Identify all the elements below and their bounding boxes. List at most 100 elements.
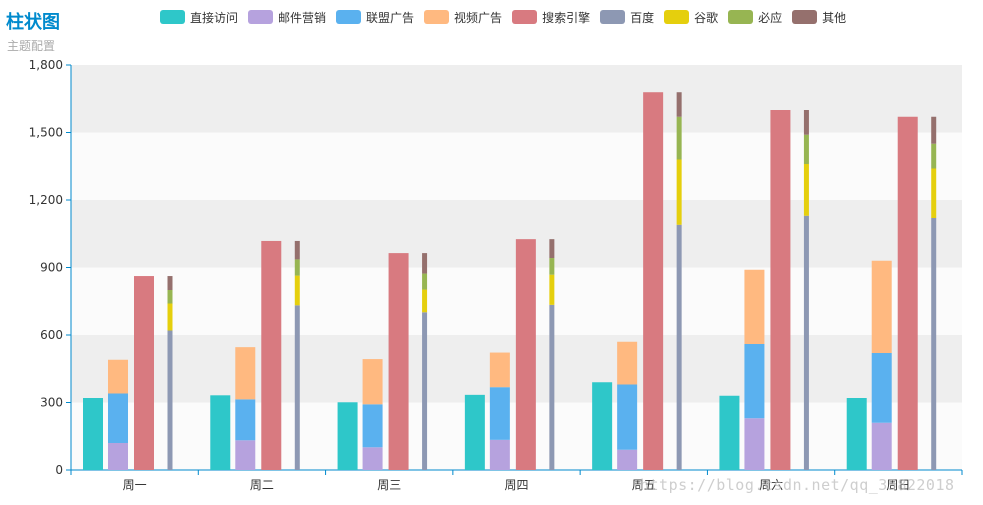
y-tick-label: 600 bbox=[40, 328, 63, 342]
bar bbox=[931, 168, 937, 218]
legend-item[interactable]: 视频广告 bbox=[424, 9, 502, 26]
bar bbox=[294, 305, 300, 470]
bar bbox=[83, 398, 103, 470]
bar bbox=[871, 260, 892, 353]
bar bbox=[489, 387, 510, 440]
y-tick-label: 1,500 bbox=[29, 126, 63, 140]
x-tick-label: 周三 bbox=[377, 478, 401, 492]
bar bbox=[871, 422, 892, 470]
grid-band bbox=[71, 65, 962, 133]
bar bbox=[676, 224, 682, 470]
bar bbox=[515, 239, 536, 470]
bar bbox=[489, 439, 510, 470]
bar bbox=[871, 353, 892, 423]
legend-item[interactable]: 邮件营销 bbox=[248, 9, 326, 26]
legend-swatch-icon bbox=[336, 10, 362, 24]
bar bbox=[803, 110, 809, 135]
bar bbox=[388, 253, 409, 470]
y-tick-label: 1,200 bbox=[29, 193, 63, 207]
bar bbox=[235, 347, 256, 400]
bar bbox=[770, 110, 791, 470]
legend-swatch-icon bbox=[248, 10, 274, 24]
legend-label: 直接访问 bbox=[190, 10, 239, 25]
bar bbox=[931, 143, 937, 169]
bar bbox=[719, 395, 740, 470]
legend-label: 必应 bbox=[758, 10, 783, 25]
chart-subtitle: 主题配置 bbox=[7, 39, 56, 53]
bar bbox=[134, 276, 154, 470]
bar bbox=[422, 289, 428, 313]
legend-swatch-icon bbox=[728, 10, 754, 24]
bar bbox=[167, 330, 173, 470]
bar bbox=[362, 404, 383, 448]
bar bbox=[489, 352, 510, 388]
bar bbox=[294, 259, 300, 276]
bar bbox=[744, 418, 765, 470]
bar bbox=[803, 134, 809, 164]
bar bbox=[167, 290, 173, 304]
bar bbox=[803, 215, 809, 470]
legend-swatch-icon bbox=[512, 10, 538, 24]
legend-label: 联盟广告 bbox=[366, 10, 415, 25]
bar bbox=[549, 274, 555, 305]
bar bbox=[676, 159, 682, 225]
legend-label: 邮件营销 bbox=[278, 10, 327, 25]
x-tick-label: 周四 bbox=[504, 478, 528, 492]
bar bbox=[167, 303, 173, 331]
legend-item[interactable]: 联盟广告 bbox=[336, 9, 414, 26]
bar bbox=[549, 239, 555, 259]
bar bbox=[362, 359, 383, 405]
chart-legend: 直接访问 邮件营销 联盟广告 视频广告 搜索引擎 百度 谷歌 必应 其他 bbox=[160, 8, 856, 26]
bar bbox=[108, 443, 128, 470]
y-tick-label: 0 bbox=[55, 463, 63, 477]
legend-label: 百度 bbox=[630, 10, 655, 25]
bar bbox=[422, 273, 428, 290]
x-tick-label: 周六 bbox=[759, 478, 783, 492]
legend-item[interactable]: 搜索引擎 bbox=[512, 9, 590, 26]
chart-title: 柱状图 bbox=[6, 12, 60, 33]
bar bbox=[549, 258, 555, 275]
x-tick-label: 周五 bbox=[632, 478, 656, 492]
legend-label: 视频广告 bbox=[454, 10, 503, 25]
bar bbox=[549, 304, 555, 470]
bar bbox=[897, 116, 918, 470]
bar bbox=[846, 398, 867, 470]
bar bbox=[422, 253, 428, 274]
bar bbox=[235, 440, 256, 470]
legend-swatch-icon bbox=[424, 10, 450, 24]
bar bbox=[294, 275, 300, 306]
y-tick-label: 300 bbox=[40, 396, 63, 410]
bar bbox=[676, 92, 682, 117]
x-tick-label: 周二 bbox=[250, 478, 274, 492]
legend-item[interactable]: 必应 bbox=[728, 9, 782, 26]
bar bbox=[617, 384, 638, 450]
bar bbox=[167, 276, 173, 290]
legend-swatch-icon bbox=[792, 10, 818, 24]
bar bbox=[803, 164, 809, 216]
bar bbox=[210, 395, 231, 470]
x-tick-label: 周一 bbox=[123, 478, 147, 492]
bar bbox=[362, 447, 383, 470]
x-tick-label: 周日 bbox=[886, 478, 910, 492]
y-tick-label: 1,800 bbox=[29, 58, 63, 72]
bar bbox=[108, 393, 128, 443]
legend-item[interactable]: 直接访问 bbox=[160, 9, 238, 26]
grid-band bbox=[71, 132, 962, 200]
legend-swatch-icon bbox=[664, 10, 690, 24]
bar bbox=[617, 449, 638, 470]
bar bbox=[617, 341, 638, 385]
bar bbox=[235, 399, 256, 441]
bar bbox=[643, 92, 664, 470]
bar bbox=[337, 402, 358, 470]
legend-item[interactable]: 百度 bbox=[600, 9, 654, 26]
bar bbox=[676, 116, 682, 160]
watermark-text: https://blog.csdn.net/qq_35822018 bbox=[640, 476, 955, 494]
legend-swatch-icon bbox=[160, 10, 185, 24]
bar bbox=[294, 240, 300, 260]
bar bbox=[931, 218, 937, 470]
legend-item[interactable]: 其他 bbox=[792, 9, 846, 26]
bar bbox=[261, 240, 282, 470]
legend-label: 谷歌 bbox=[694, 10, 719, 25]
bar bbox=[464, 394, 485, 470]
legend-item[interactable]: 谷歌 bbox=[664, 9, 718, 26]
